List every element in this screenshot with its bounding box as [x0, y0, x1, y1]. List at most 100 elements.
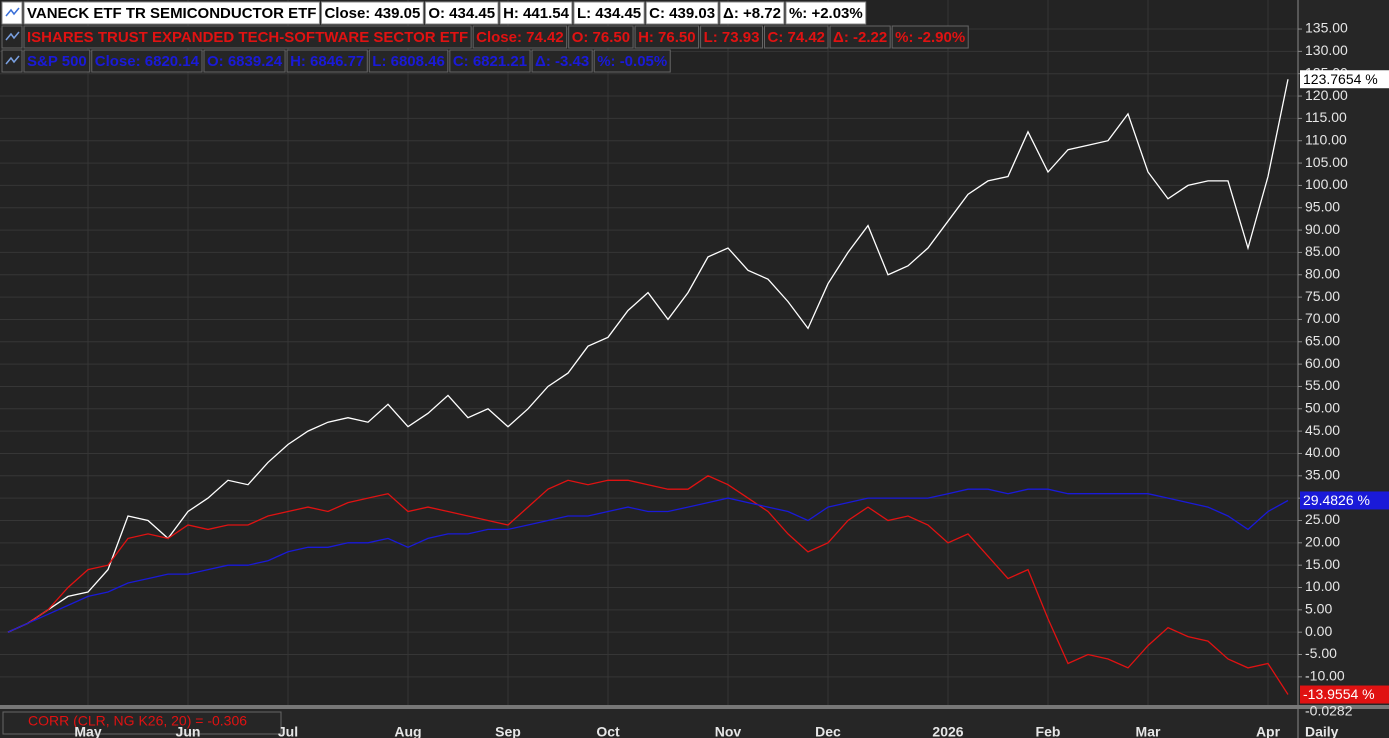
legend-stat: Δ: +8.72 [723, 5, 781, 22]
x-tick-label: Apr [1256, 724, 1281, 738]
y-tick-label: 75.00 [1305, 288, 1340, 304]
legend-cell [568, 25, 634, 49]
interval-label: Daily [1305, 724, 1339, 738]
legend-cell [320, 1, 424, 25]
legend-stat: %: +2.03% [789, 5, 863, 22]
y-tick-label: 50.00 [1305, 399, 1340, 415]
x-tick-label: Aug [394, 724, 421, 738]
y-tick-label: 70.00 [1305, 310, 1340, 326]
x-tick-label: Feb [1036, 724, 1061, 738]
legend-cell [23, 1, 320, 25]
y-tick-label: 45.00 [1305, 422, 1340, 438]
legend-name: ISHARES TRUST EXPANDED TECH-SOFTWARE SEC… [27, 29, 468, 46]
last-value-tag [1300, 70, 1389, 89]
y-tick-label: 5.00 [1305, 601, 1332, 617]
legend-cell [634, 25, 700, 49]
legend-cell [449, 49, 531, 73]
legend-stat: O: 76.50 [572, 29, 630, 46]
grid [0, 0, 1298, 705]
legend-stat: L: 434.45 [577, 5, 641, 22]
panel-separator [0, 705, 1389, 709]
y-tick-label: 120.00 [1305, 87, 1348, 103]
plot-area [0, 0, 1298, 705]
x-tick-label: Dec [815, 724, 841, 738]
y-tick-label: 65.00 [1305, 332, 1340, 348]
legend-icon [5, 31, 20, 41]
indicator-box [2, 711, 282, 735]
y-tick-label: 40.00 [1305, 444, 1340, 460]
y-tick-label: -5.00 [1305, 645, 1337, 661]
x-tick-label: Oct [596, 724, 620, 738]
last-value-label: -13.9554 % [1303, 686, 1375, 702]
lines [7, 79, 1289, 695]
x-tick-label: Jul [278, 724, 298, 738]
legend-cell [424, 1, 499, 25]
x-tick-label: Sep [495, 724, 521, 738]
x-tick-label: May [74, 724, 101, 738]
legend-cell [645, 1, 719, 25]
y-tick-label: -10.00 [1305, 668, 1345, 684]
legend-stat: %: -0.05% [597, 53, 667, 70]
y-tick-label: 135.00 [1305, 20, 1348, 36]
legend-icon [5, 7, 20, 17]
legend-cell [23, 25, 472, 49]
legend-stat: C: 439.03 [649, 5, 715, 22]
legend-cell [499, 1, 573, 25]
y-tick-label: 25.00 [1305, 511, 1340, 527]
legend-cell [286, 49, 368, 73]
legend-cell [573, 1, 645, 25]
legend-cell [368, 49, 449, 73]
series-line [7, 488, 1289, 633]
legend-stat: O: 6839.24 [207, 53, 283, 70]
y-tick-label: 20.00 [1305, 534, 1340, 550]
y-tick-label: 0.00 [1305, 623, 1332, 639]
y-tick-label: 55.00 [1305, 377, 1340, 393]
legend-cell [91, 49, 203, 73]
legend-cell [700, 25, 763, 49]
legend-cell [891, 25, 969, 49]
legend-stat: Δ: -2.22 [833, 29, 887, 46]
y-tick-label: 35.00 [1305, 467, 1340, 483]
legend-stat: Δ: -3.43 [535, 53, 589, 70]
axes: -10.00 -5.00 0.00 5.00 10.00 15.00 20.00 25.00 3… [74, 20, 1348, 738]
legend-cell [785, 1, 867, 25]
legend-cell [829, 25, 891, 49]
y-tick-label: 10.00 [1305, 578, 1340, 594]
y-tick-label: 95.00 [1305, 198, 1340, 214]
legend-name: VANECK ETF TR SEMICONDUCTOR ETF [27, 5, 316, 22]
legend-stat: %: -2.90% [895, 29, 965, 46]
legend-cell [719, 1, 785, 25]
x-tick-label: Mar [1136, 724, 1161, 738]
legend-icon-box [1, 1, 23, 25]
legend-stat: L: 6808.46 [372, 53, 445, 70]
legend-stat: O: 434.45 [428, 5, 495, 22]
legend-icon [5, 55, 20, 65]
series-line [7, 79, 1289, 633]
y-tick-label: 60.00 [1305, 355, 1340, 371]
legend-stat: Close: 74.42 [476, 29, 564, 46]
y-tick-label: 100.00 [1305, 176, 1348, 192]
indicator-panel: CORR (CLR, NG K26, 20) = -0.306 -0.0282 [2, 703, 1353, 735]
y-tick-label: 15.00 [1305, 556, 1340, 572]
last-value-tag [1300, 491, 1389, 510]
legend: VANECK ETF TR SEMICONDUCTOR ETF Close: 43… [1, 1, 969, 73]
indicator-label: CORR (CLR, NG K26, 20) = -0.306 [28, 713, 247, 729]
legend-stat: Close: 439.05 [324, 5, 420, 22]
y-tick-label: 85.00 [1305, 243, 1340, 259]
last-value-tag [1300, 685, 1389, 704]
legend-cell [531, 49, 593, 73]
y-tick-label: 110.00 [1305, 131, 1347, 147]
legend-stat: H: 76.50 [638, 29, 696, 46]
legend-cell [763, 25, 829, 49]
legend-stat: H: 441.54 [503, 5, 570, 22]
legend-cell [203, 49, 286, 73]
last-value-label: 29.4826 % [1303, 492, 1370, 508]
y-tick-label: 115.00 [1305, 109, 1347, 125]
y-tick-label: 80.00 [1305, 265, 1340, 281]
y-tick-label: 130.00 [1305, 42, 1348, 58]
last-value-label: 123.7654 % [1303, 71, 1378, 87]
legend-icon-box [1, 49, 23, 73]
x-tick-label: Jun [176, 724, 201, 738]
y-tick-label: 90.00 [1305, 221, 1340, 237]
